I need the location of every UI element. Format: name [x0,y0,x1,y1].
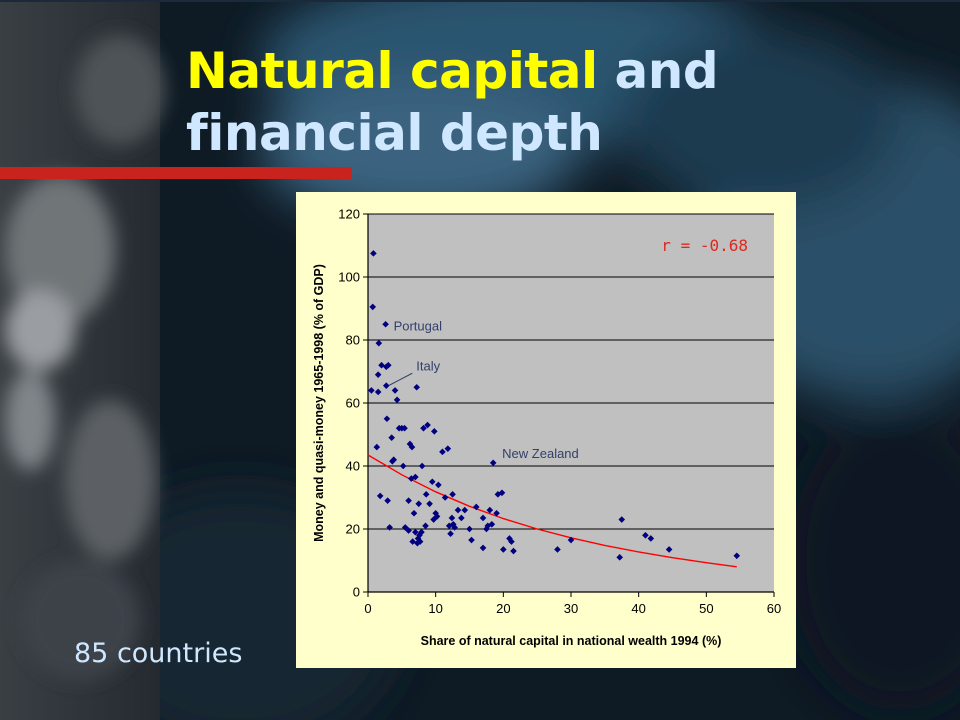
data-point [449,491,456,498]
data-point [642,532,649,539]
data-point [500,546,507,553]
data-point [374,371,382,378]
title-part-1: Natural capital [186,42,598,100]
data-point [498,489,506,497]
data-point [431,428,438,435]
scatter-chart: 0 20 40 60 80 100 120 0 10 20 30 40 50 60 Portugal Ita… [312,207,781,649]
data-point [405,527,412,534]
data-point [408,475,415,482]
data-point [483,525,490,533]
chart-panel: 0 20 40 60 80 100 120 0 10 20 30 40 50 60 Portugal Ita… [296,192,796,668]
data-point [494,491,502,498]
data-point [386,524,393,531]
data-point [665,546,673,553]
data-point [433,513,441,520]
data-point [422,491,430,498]
y-tick-label-4: 80 [346,333,360,348]
data-point [424,421,431,429]
data-point [444,445,452,452]
data-point [448,514,456,522]
data-point [368,387,375,394]
x-tick-label-4: 40 [631,601,645,616]
data-point [616,554,624,561]
data-point [508,538,515,545]
x-axis-label: Share of natural capital in national wea… [421,634,722,648]
data-point [413,383,421,391]
annotation-label-2: New Zealand [502,446,579,461]
data-point [554,546,561,553]
data-point [416,538,424,545]
y-tick-label-3: 60 [346,396,360,411]
data-point [472,503,480,511]
data-point [461,506,469,514]
data-point [401,424,408,432]
title-part-3: financial depth [186,104,603,162]
data-point [376,492,384,500]
x-tick-label-3: 30 [564,601,578,616]
correlation-label: r = -0.68 [661,236,748,255]
data-point [447,530,454,538]
data-point [432,509,439,517]
data-point [479,514,487,522]
x-tick-label-2: 20 [496,601,510,616]
data-point [418,462,426,470]
y-tick-label-5: 100 [338,270,360,285]
data-point [454,506,462,514]
data-point [439,448,446,456]
annotation-label-0: Portugal [394,318,443,333]
data-point [382,382,390,389]
slide-title: Natural capital and financial depth [186,40,719,164]
data-point [412,473,419,481]
x-tick-label-0: 0 [364,601,371,616]
data-point [426,500,433,508]
data-point [486,506,494,514]
x-tick-label-6: 60 [767,601,781,616]
annotation-leader-1 [389,372,413,386]
y-tick-label-0: 0 [353,585,360,600]
country-count-note: 85 countries [74,638,243,669]
data-point [451,524,458,531]
data-point [458,514,465,522]
annotation-label-1: Italy [416,358,440,373]
data-point [373,443,381,451]
data-point [489,459,497,467]
data-point [422,522,429,530]
data-point [441,494,449,501]
data-point [733,552,741,560]
data-point [493,509,500,517]
x-tick-label-1: 10 [428,601,442,616]
data-point [468,536,475,544]
data-point [435,481,442,489]
accent-bar [0,167,352,179]
y-axis-label: Money and quasi-money 1965-1998 (% of GD… [312,264,326,542]
data-point [428,478,436,486]
data-point [618,516,626,523]
y-tick-label-6: 120 [338,207,360,222]
trend-line [367,454,737,568]
data-point [488,520,496,528]
top-edge-line [0,0,960,2]
data-point [510,547,517,555]
title-part-2: and [614,42,719,100]
data-point [385,361,392,369]
y-tick-label-1: 20 [346,522,360,537]
data-point [415,500,423,508]
y-tick-label-2: 40 [346,459,360,474]
data-point [416,532,423,539]
data-point [479,544,487,552]
data-point [408,443,416,451]
x-tick-label-5: 50 [699,601,713,616]
data-point [374,388,382,396]
data-point [418,528,425,536]
data-point [375,339,383,347]
data-point [405,497,412,504]
data-point [647,535,655,542]
